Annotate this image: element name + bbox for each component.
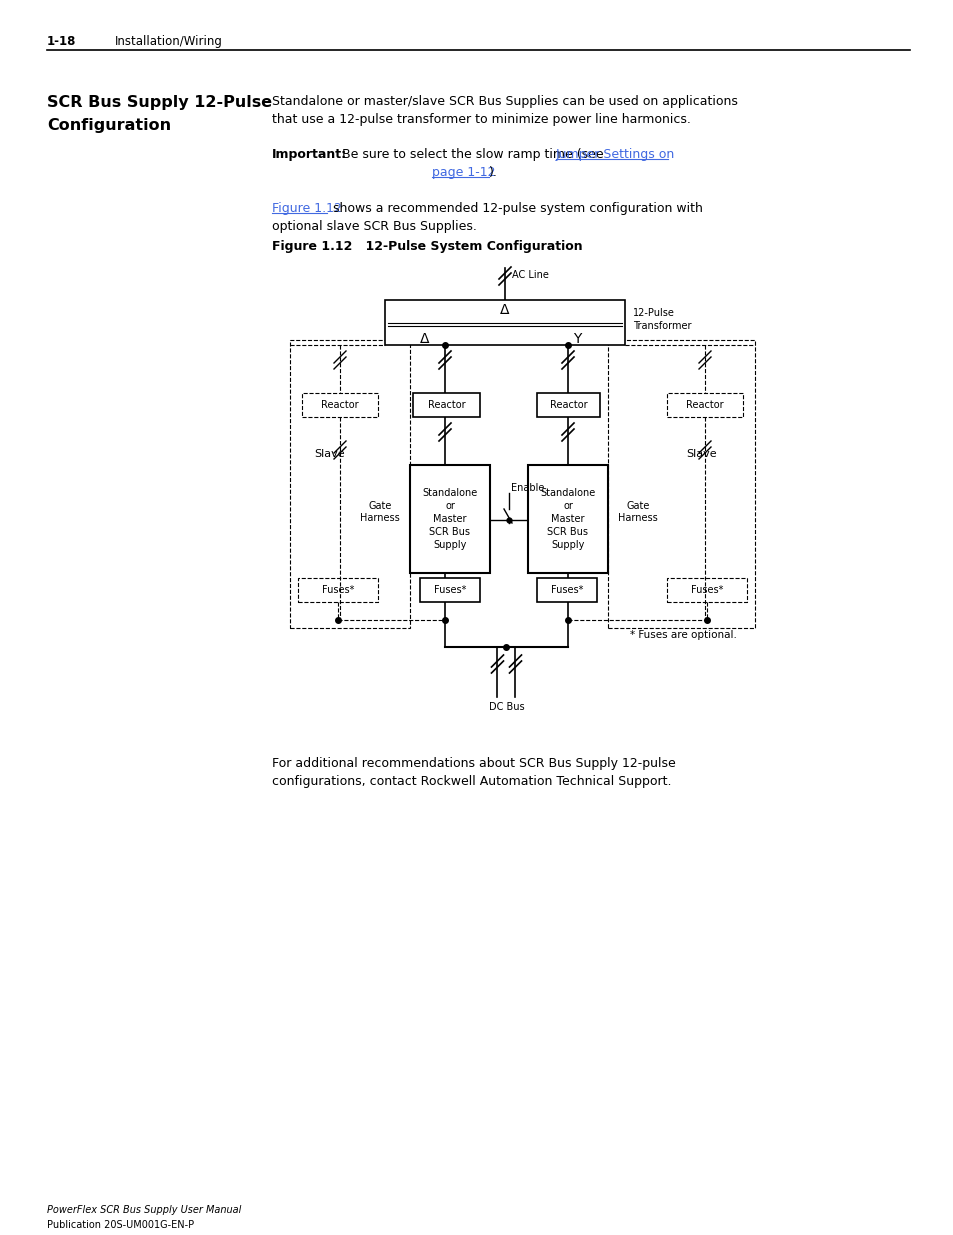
- Bar: [537, 578, 597, 601]
- Text: optional slave SCR Bus Supplies.: optional slave SCR Bus Supplies.: [272, 220, 476, 233]
- Text: 12-Pulse
Transformer: 12-Pulse Transformer: [633, 308, 691, 331]
- Text: Slave: Slave: [314, 450, 345, 459]
- Text: Publication 20S-UM001G-EN-P: Publication 20S-UM001G-EN-P: [47, 1220, 193, 1230]
- Text: that use a 12-pulse transformer to minimize power line harmonics.: that use a 12-pulse transformer to minim…: [272, 112, 690, 126]
- Bar: [666, 393, 742, 417]
- Text: 1-18: 1-18: [47, 35, 76, 48]
- Text: Reactor: Reactor: [549, 400, 587, 410]
- Text: Enable: Enable: [511, 483, 544, 493]
- Bar: [527, 466, 607, 573]
- Text: PowerFlex SCR Bus Supply User Manual: PowerFlex SCR Bus Supply User Manual: [47, 1205, 241, 1215]
- Text: AC Line: AC Line: [512, 270, 548, 280]
- Text: Reactor: Reactor: [427, 400, 465, 410]
- Text: Be sure to select the slow ramp time (see: Be sure to select the slow ramp time (se…: [337, 148, 607, 161]
- Text: SCR Bus Supply 12-Pulse: SCR Bus Supply 12-Pulse: [47, 95, 272, 110]
- Bar: [290, 340, 410, 629]
- Text: Fuses*: Fuses*: [550, 585, 582, 595]
- Text: For additional recommendations about SCR Bus Supply 12-pulse: For additional recommendations about SCR…: [272, 757, 675, 769]
- Text: Standalone
or
Master
SCR Bus
Supply: Standalone or Master SCR Bus Supply: [539, 488, 595, 550]
- Bar: [419, 578, 479, 601]
- Text: Δ: Δ: [420, 332, 429, 346]
- Text: Standalone or master/slave SCR Bus Supplies can be used on applications: Standalone or master/slave SCR Bus Suppl…: [272, 95, 737, 107]
- Text: Installation/Wiring: Installation/Wiring: [115, 35, 223, 48]
- Bar: [297, 578, 377, 601]
- Text: page 1-12: page 1-12: [432, 165, 495, 179]
- Bar: [410, 466, 490, 573]
- Text: Fuses*: Fuses*: [321, 585, 354, 595]
- Text: Jumper Settings on: Jumper Settings on: [556, 148, 675, 161]
- Text: ).: ).: [489, 165, 497, 179]
- Bar: [413, 393, 479, 417]
- Text: Standalone
or
Master
SCR Bus
Supply: Standalone or Master SCR Bus Supply: [422, 488, 477, 550]
- Text: Slave: Slave: [685, 450, 716, 459]
- Bar: [537, 393, 599, 417]
- Text: Figure 1.12   12-Pulse System Configuration: Figure 1.12 12-Pulse System Configuratio…: [272, 240, 582, 253]
- Text: * Fuses are optional.: * Fuses are optional.: [629, 630, 736, 640]
- Text: shows a recommended 12-pulse system configuration with: shows a recommended 12-pulse system conf…: [329, 203, 702, 215]
- Text: Figure 1.12: Figure 1.12: [272, 203, 341, 215]
- Bar: [607, 340, 754, 629]
- Text: Gate
Harness: Gate Harness: [359, 501, 399, 524]
- Text: Fuses*: Fuses*: [690, 585, 722, 595]
- Text: Configuration: Configuration: [47, 119, 171, 133]
- Text: configurations, contact Rockwell Automation Technical Support.: configurations, contact Rockwell Automat…: [272, 776, 671, 788]
- Text: Fuses*: Fuses*: [434, 585, 466, 595]
- Text: Y: Y: [572, 332, 580, 346]
- Bar: [666, 578, 746, 601]
- Text: Gate
Harness: Gate Harness: [618, 501, 658, 524]
- Text: Δ: Δ: [499, 303, 509, 317]
- Text: Reactor: Reactor: [685, 400, 723, 410]
- Text: Important:: Important:: [272, 148, 347, 161]
- Text: DC Bus: DC Bus: [488, 701, 524, 713]
- Bar: [302, 393, 377, 417]
- Text: Reactor: Reactor: [321, 400, 358, 410]
- Bar: [385, 300, 624, 345]
